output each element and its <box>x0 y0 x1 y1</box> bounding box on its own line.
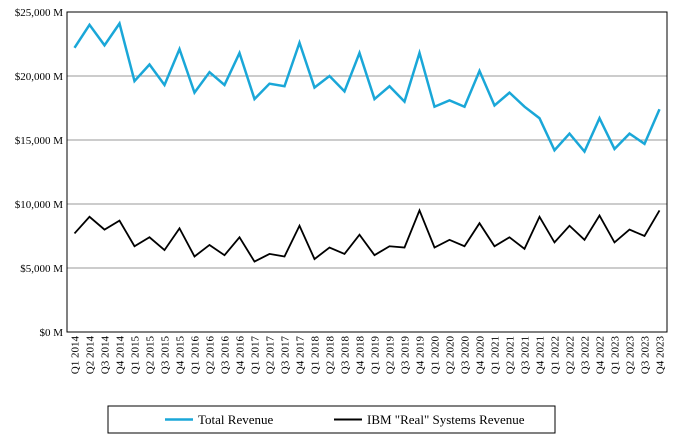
x-tick-label: Q3 2016 <box>220 336 232 375</box>
x-tick-label: Q4 2017 <box>295 336 307 375</box>
x-tick-label: Q3 2014 <box>100 336 112 375</box>
x-tick-label: Q3 2023 <box>640 336 652 375</box>
x-tick-label: Q1 2022 <box>550 336 562 374</box>
series-line-total-revenue <box>73 20 661 154</box>
x-tick-label: Q2 2022 <box>565 336 577 374</box>
series-line-real-systems-revenue <box>73 207 661 263</box>
x-tick-label: Q1 2018 <box>310 336 322 375</box>
y-tick-label: $0 M <box>39 327 63 339</box>
y-tick-label: $15,000 M <box>15 135 64 147</box>
x-tick-label: Q4 2019 <box>415 336 427 375</box>
x-tick-label: Q4 2021 <box>535 336 547 374</box>
x-tick-label: Q2 2020 <box>445 336 457 375</box>
x-tick-label: Q1 2020 <box>430 336 442 375</box>
legend-label-real-systems-revenue: IBM "Real" Systems Revenue <box>367 412 525 427</box>
x-tick-label: Q2 2017 <box>265 336 277 375</box>
x-tick-label: Q4 2015 <box>175 336 187 375</box>
x-tick-label: Q1 2021 <box>490 336 502 374</box>
legend: Total Revenue IBM "Real" Systems Revenue <box>107 405 556 434</box>
x-tick-label: Q4 2023 <box>655 336 667 375</box>
x-tick-label: Q2 2016 <box>205 336 217 375</box>
legend-label-total-revenue: Total Revenue <box>198 412 273 427</box>
x-tick-label: Q3 2022 <box>580 336 592 374</box>
x-tick-label: Q2 2014 <box>85 336 97 375</box>
x-tick-label: Q3 2018 <box>340 336 352 375</box>
x-tick-label: Q3 2019 <box>400 336 412 375</box>
x-tick-label: Q3 2015 <box>160 336 172 375</box>
x-tick-label: Q3 2017 <box>280 336 292 375</box>
x-tick-label: Q2 2018 <box>325 336 337 375</box>
x-tick-label: Q3 2021 <box>520 336 532 374</box>
y-tick-label: $10,000 M <box>15 199 64 211</box>
x-tick-label: Q3 2020 <box>460 336 472 375</box>
x-tick-label: Q1 2023 <box>610 336 622 375</box>
x-tick-label: Q4 2014 <box>115 336 127 375</box>
plot-area-frame <box>66 11 668 333</box>
x-tick-label: Q2 2021 <box>505 336 517 374</box>
x-tick-label: Q1 2019 <box>370 336 382 375</box>
x-tick-label: Q1 2016 <box>190 336 202 375</box>
series-lines <box>73 20 661 263</box>
x-axis-tick-labels: Q1 2014 Q2 2014 Q3 2014 Q4 2014 Q1 2015 Q2 20… <box>70 336 667 375</box>
x-tick-label: Q4 2020 <box>475 336 487 375</box>
x-tick-label: Q4 2018 <box>355 336 367 375</box>
x-tick-label: Q1 2014 <box>70 336 82 375</box>
x-tick-label: Q4 2022 <box>595 336 607 374</box>
y-tick-label: $25,000 M <box>15 7 64 19</box>
y-tick-label: $5,000 M <box>20 263 63 275</box>
x-tick-label: Q2 2015 <box>145 336 157 375</box>
x-tick-label: Q1 2015 <box>130 336 142 375</box>
y-tick-label: $20,000 M <box>15 71 64 83</box>
x-tick-label: Q4 2016 <box>235 336 247 375</box>
x-tick-label: Q2 2019 <box>385 336 397 375</box>
x-tick-label: Q2 2023 <box>625 336 637 375</box>
y-axis-tick-labels: $0 M $5,000 M $10,000 M $15,000 M $20,000 M $… <box>15 7 64 339</box>
x-tick-label: Q1 2017 <box>250 336 262 375</box>
